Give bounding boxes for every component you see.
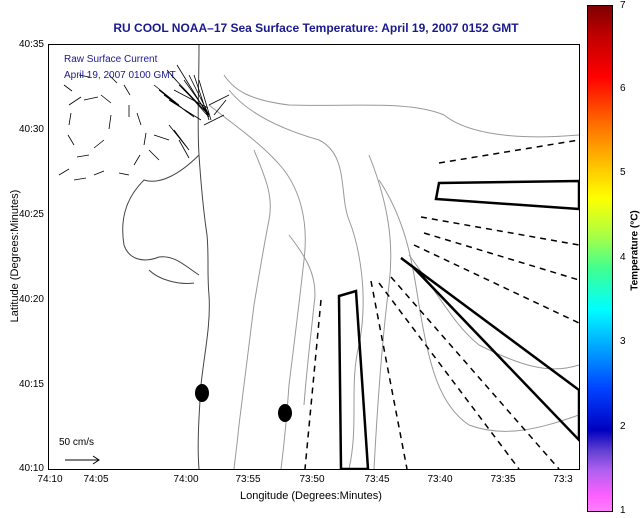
xtick-label: 74:10 [37, 474, 63, 485]
scale-arrow [65, 455, 100, 465]
xtick-label: 73:3 [553, 474, 573, 485]
xtick-label: 73:55 [235, 474, 261, 485]
ytick-label: 40:25 [18, 209, 44, 220]
map-canvas [58, 45, 579, 469]
colorbar-tick: 4 [620, 252, 626, 263]
xtick-label: 73:45 [364, 474, 390, 485]
colorbar-tick: 5 [620, 167, 626, 178]
colorbar-tick: 1 [620, 505, 626, 516]
colorbar-tick: 7 [620, 0, 626, 11]
y-axis-label: Latitude (Degrees:Minutes) [9, 189, 21, 323]
temperature-colorbar [587, 5, 613, 512]
map-title: RU COOL NOAA–17 Sea Surface Temperature:… [113, 21, 519, 35]
x-axis-label: Longitude (Degrees:Minutes) [240, 490, 382, 502]
overlay-line-2: April 19, 2007 0100 GMT [64, 70, 176, 81]
xtick-label: 74:00 [173, 474, 199, 485]
station-marker [278, 404, 292, 422]
colorbar-tick: 3 [620, 336, 626, 347]
station-marker [195, 384, 209, 402]
map-plot-area [48, 44, 580, 470]
ytick-label: 40:20 [18, 294, 44, 305]
ytick-label: 40:10 [18, 463, 44, 474]
xtick-label: 73:35 [490, 474, 516, 485]
ytick-label: 40:30 [18, 124, 44, 135]
ytick-label: 40:35 [18, 39, 44, 50]
xtick-label: 74:05 [83, 474, 109, 485]
xtick-label: 73:50 [299, 474, 325, 485]
scale-label: 50 cm/s [59, 437, 95, 448]
colorbar-label: Temperature (°C) [629, 210, 641, 291]
xtick-label: 73:40 [427, 474, 453, 485]
colorbar-tick: 2 [620, 421, 626, 432]
colorbar-tick: 6 [620, 83, 626, 94]
ytick-label: 40:15 [18, 379, 44, 390]
overlay-line-1: Raw Surface Current [64, 54, 158, 65]
